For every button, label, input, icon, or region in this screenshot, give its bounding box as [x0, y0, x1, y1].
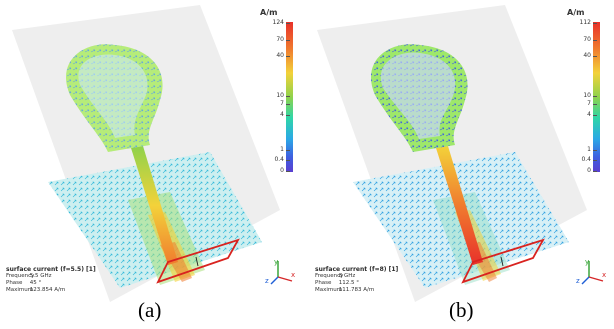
axis-label-y: y	[274, 258, 278, 266]
port	[461, 238, 545, 284]
axis-label-z: z	[265, 277, 269, 285]
feed-line	[131, 146, 178, 265]
phase-value: 45 °	[29, 280, 42, 286]
colorbar-tick: 70	[583, 36, 597, 43]
colorbar-gradient	[593, 22, 600, 172]
colorbar-b: A/m 112 70 40 10 7 4 1 0.4 0	[565, 8, 605, 178]
colorbar-tick: 40	[583, 52, 597, 59]
result-title: surface current (f=5.5) [1]	[6, 266, 96, 273]
maximum-value: 111.783 A/m	[338, 287, 375, 293]
result-info-b: surface current (f=8) [1] Frequency 8 GH…	[315, 266, 465, 294]
colorbar-tick: 7	[280, 100, 290, 107]
colorbar-tick: 0	[280, 167, 290, 174]
colorbar-gradient	[286, 22, 293, 172]
panel-b: A/m 112 70 40 10 7 4 1 0.4 0 surface cur…	[307, 0, 614, 329]
colorbar-tick: 40	[276, 52, 290, 59]
caption-a: (a)	[138, 298, 162, 322]
colorbar-tick: 0	[587, 167, 597, 174]
feed-line	[436, 146, 483, 265]
axis-label-y: y	[585, 258, 589, 266]
axis-label-z: z	[576, 277, 580, 285]
axes-triad-b: y x z	[576, 258, 606, 285]
axes-triad-a: y x z	[265, 258, 295, 285]
colorbar-unit: A/m	[260, 8, 278, 17]
frequency-value: 8 GHz	[338, 273, 356, 279]
frequency-label: Frequency	[6, 273, 35, 279]
colorbar-max-label: 124	[272, 19, 291, 26]
colorbar-tick: 4	[587, 111, 597, 118]
maximum-label: Maximum	[6, 287, 34, 293]
colorbar-tick: 4	[280, 111, 290, 118]
frequency-value: 5.5 GHz	[29, 273, 52, 279]
phase-value: 112.5 °	[338, 280, 359, 286]
colorbar-tick: 0.4	[581, 156, 597, 163]
result-info-a: surface current (f=5.5) [1] Frequency 5.…	[6, 266, 156, 294]
surface-current-plot-a	[12, 5, 280, 302]
maximum-value: 123.854 A/m	[29, 287, 66, 293]
colorbar-tick: 1	[280, 146, 290, 153]
axis-label-x: x	[291, 271, 295, 279]
result-title: surface current (f=8) [1]	[315, 266, 399, 273]
caption-b: (b)	[449, 298, 474, 322]
colorbar-tick: 0.4	[274, 156, 290, 163]
frequency-label: Frequency	[315, 273, 344, 279]
axis-label-x: x	[602, 271, 606, 279]
colorbar-tick: 10	[276, 92, 290, 99]
maximum-label: Maximum	[315, 287, 343, 293]
phase-label: Phase	[315, 280, 332, 286]
port	[156, 238, 240, 284]
phase-label: Phase	[6, 280, 23, 286]
colorbar-max-label: 112	[579, 19, 598, 26]
colorbar-tick: 1	[587, 146, 597, 153]
panel-a: A/m 124 70 40 10 7 4 1 0.4 0 surface cur…	[6, 5, 298, 322]
colorbar-a: A/m 124 70 40 10 7 4 1 0.4 0	[258, 8, 298, 178]
colorbar-tick: 7	[587, 100, 597, 107]
colorbar-tick: 10	[583, 92, 597, 99]
colorbar-unit: A/m	[567, 8, 585, 17]
colorbar-tick: 70	[276, 36, 290, 43]
surface-current-plot-b	[317, 5, 587, 302]
